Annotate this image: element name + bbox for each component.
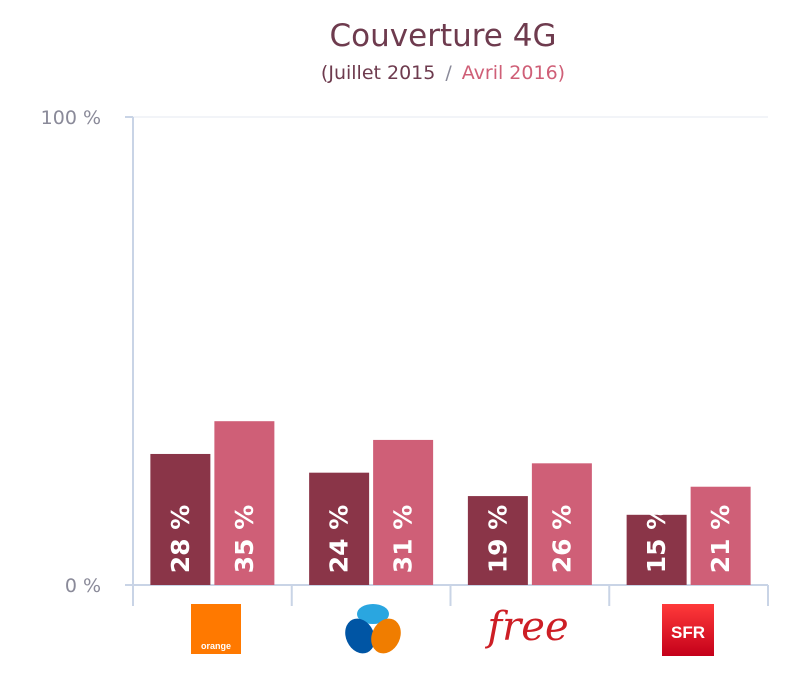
chart-subtitle: (Juillet 2015 / Avril 2016) (321, 62, 565, 84)
orange-logo-text: orange (201, 641, 231, 651)
free-logo: free (484, 604, 568, 650)
bar-1-3 (467, 496, 528, 585)
bar-label-1-3: 19 % (483, 505, 512, 574)
bar-1-4 (626, 514, 687, 585)
bar-1-1 (150, 453, 211, 585)
free-logo-text: free (484, 604, 568, 650)
bars (150, 421, 751, 585)
subtitle-period-1: Juillet 2015 (327, 62, 435, 84)
bar-1-2 (309, 472, 370, 585)
sfr-logo: SFR (662, 604, 714, 656)
bar-label-2-2: 31 % (389, 505, 418, 574)
orange-logo: orange (191, 604, 241, 654)
bar-2-2 (373, 439, 434, 585)
bar-label-2-4: 21 % (706, 505, 735, 574)
bar-2-4 (690, 486, 751, 585)
sfr-logo-text: SFR (671, 623, 705, 642)
subtitle-period-2: Avril 2016 (462, 62, 558, 84)
y-tick-label: 0 % (65, 575, 101, 597)
bouygues-logo (345, 604, 401, 654)
subtitle-separator: / (445, 62, 452, 84)
subtitle-open: ( (321, 62, 328, 84)
bar-2-1 (214, 421, 275, 585)
bar-labels: 28 % 35 % 24 % 31 % 19 % 26 % 15 % 21 % (166, 505, 735, 574)
y-tick-label: 100 % (41, 107, 101, 129)
bar-label-2-1: 35 % (230, 505, 259, 574)
bar-label-1-1: 28 % (166, 505, 195, 574)
chart-title: Couverture 4G (330, 18, 557, 54)
bar-label-1-2: 24 % (325, 505, 354, 574)
bar-label-2-3: 26 % (547, 505, 576, 574)
bar-label-1-4: 15 % (642, 505, 671, 574)
bar-2-3 (531, 463, 592, 585)
subtitle-close: ) (558, 62, 565, 84)
